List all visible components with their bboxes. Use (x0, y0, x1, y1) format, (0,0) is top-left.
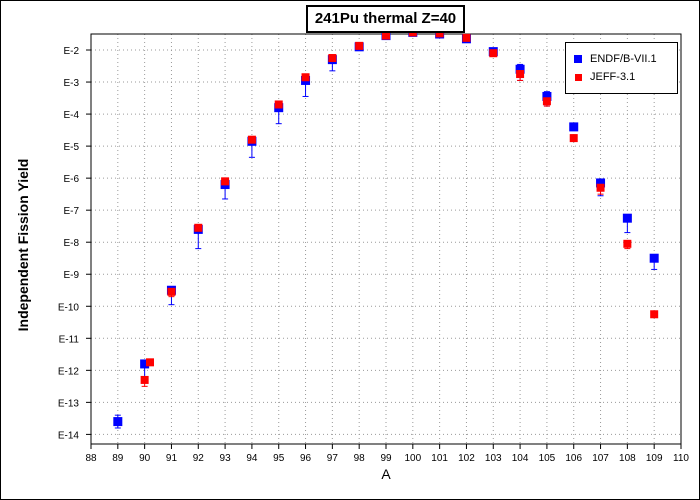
grid (91, 34, 681, 444)
y-tick-label: E-9 (63, 270, 79, 281)
x-tick-label: 92 (193, 453, 205, 464)
data-point (194, 223, 203, 232)
x-tick-label: 95 (273, 453, 285, 464)
x-tick-label: 104 (512, 453, 529, 464)
y-tick-label: E-5 (63, 142, 79, 153)
x-tick-label: 99 (380, 453, 392, 464)
x-tick-label: 96 (300, 453, 312, 464)
y-tick-label: E-10 (58, 302, 80, 313)
x-tick-label: 88 (85, 453, 97, 464)
data-point (515, 64, 525, 74)
x-tick-label: 107 (592, 453, 609, 464)
data-point (623, 239, 632, 248)
legend-label-jeff: JEFF-3.1 (590, 71, 636, 83)
legend-swatch-endf (574, 55, 582, 64)
legend-entry-jeff: JEFF-3.1 (574, 69, 635, 85)
data-point (140, 359, 150, 369)
x-tick-label: 103 (485, 453, 502, 464)
x-tick-label: 94 (246, 453, 258, 464)
x-tick-label: 110 (673, 453, 689, 464)
y-tick-label: E-2 (63, 46, 79, 57)
data-point (167, 287, 176, 296)
x-tick-label: 90 (139, 453, 151, 464)
data-point (301, 73, 310, 82)
x-tick-label: 93 (220, 453, 232, 464)
data-point (569, 122, 579, 132)
x-tick-label: 98 (354, 453, 366, 464)
data-point (516, 70, 525, 79)
data-point (649, 253, 659, 263)
x-tick-label: 101 (431, 453, 448, 464)
y-tick-label: E-13 (58, 398, 80, 409)
legend: ENDF/B-VII.1 JEFF-3.1 (565, 42, 678, 94)
x-tick-label: 100 (404, 453, 421, 464)
y-axis-label: Independent Fission Yield (15, 158, 31, 332)
x-tick-label: 91 (166, 453, 178, 464)
legend-swatch-jeff (575, 73, 582, 81)
data-point (355, 41, 364, 50)
x-tick-label: 106 (565, 453, 582, 464)
x-tick-label: 89 (112, 453, 124, 464)
y-tick-label: E-6 (63, 174, 79, 185)
x-axis-label: A (381, 466, 391, 482)
data-point (542, 91, 552, 101)
legend-entry-endf: ENDF/B-VII.1 (574, 51, 657, 67)
data-point (140, 375, 149, 384)
data-point (221, 177, 230, 186)
data-point (596, 178, 606, 188)
y-tick-label: E-3 (63, 78, 79, 89)
chart-title: 241Pu thermal Z=40 (306, 5, 465, 33)
data-point (650, 310, 659, 319)
data-point (274, 100, 283, 109)
x-tick-label: 97 (327, 453, 339, 464)
x-tick-label: 109 (646, 453, 663, 464)
y-tick-label: E-12 (58, 366, 80, 377)
data-point (146, 358, 154, 367)
y-axis: E-2 E-3 E-4 E-5 E-6 E-7 E-8 E-9 E-10 E-11 E-12 E-13… (58, 46, 91, 441)
legend-label-endf: ENDF/B-VII.1 (590, 53, 657, 65)
data-point (247, 135, 256, 144)
data-point (462, 33, 471, 42)
y-tick-label: E-7 (63, 206, 79, 217)
x-tick-label: 108 (619, 453, 636, 464)
y-tick-label: E-11 (59, 334, 80, 345)
data-point (596, 183, 605, 192)
x-tick-label: 105 (539, 453, 556, 464)
data-point (542, 97, 551, 106)
y-tick-label: E-8 (63, 238, 79, 249)
x-tick-label: 102 (458, 453, 475, 464)
data-point (328, 54, 337, 63)
data-point (435, 29, 444, 38)
series-1 (140, 28, 659, 387)
data-point (113, 417, 123, 427)
data-point (622, 213, 632, 223)
data-point (382, 31, 390, 40)
y-tick-label: E-4 (63, 110, 79, 121)
y-tick-label: E-14 (58, 430, 80, 441)
data-point (489, 49, 498, 58)
data-point (569, 134, 578, 143)
x-axis: 88 89 90 91 92 93 94 95 96 97 98 99 100 101 102 103 104 1… (85, 444, 689, 464)
